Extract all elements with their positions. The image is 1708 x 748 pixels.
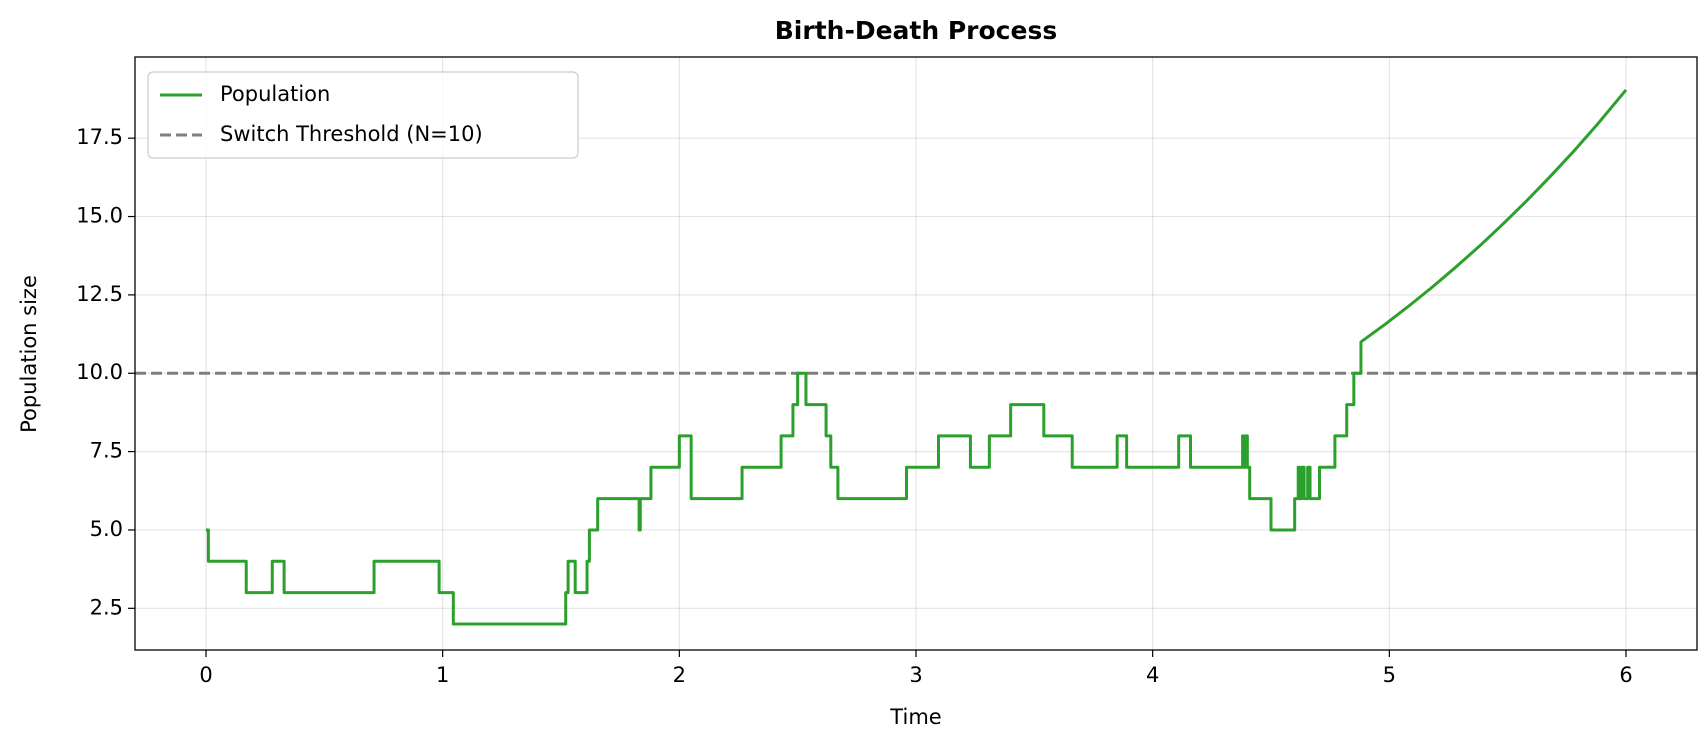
x-tick-label: 3 [909,663,922,687]
x-tick-label: 2 [673,663,686,687]
chart-title: Birth-Death Process [775,16,1057,45]
x-tick-label: 1 [436,663,449,687]
axes-frame [134,56,1698,651]
x-tick-label: 6 [1619,663,1632,687]
y-tick-label: 10.0 [76,360,123,384]
y-tick-label: 5.0 [90,517,123,541]
x-tick-label: 5 [1383,663,1396,687]
y-tick-label: 2.5 [90,595,123,619]
population-line [206,88,1628,626]
legend-label: Switch Threshold (N=10) [220,122,483,146]
y-tick-label: 7.5 [90,439,123,463]
x-axis-label: Time [889,705,941,729]
y-tick-label: 12.5 [76,282,123,306]
y-tick-label: 17.5 [76,125,123,149]
y-tick-label: 15.0 [76,204,123,228]
x-tick-label: 0 [199,663,212,687]
legend-box [147,71,579,159]
x-tick-label: 4 [1146,663,1159,687]
y-axis-label: Population size [17,275,41,433]
legend-label: Population [220,82,330,106]
